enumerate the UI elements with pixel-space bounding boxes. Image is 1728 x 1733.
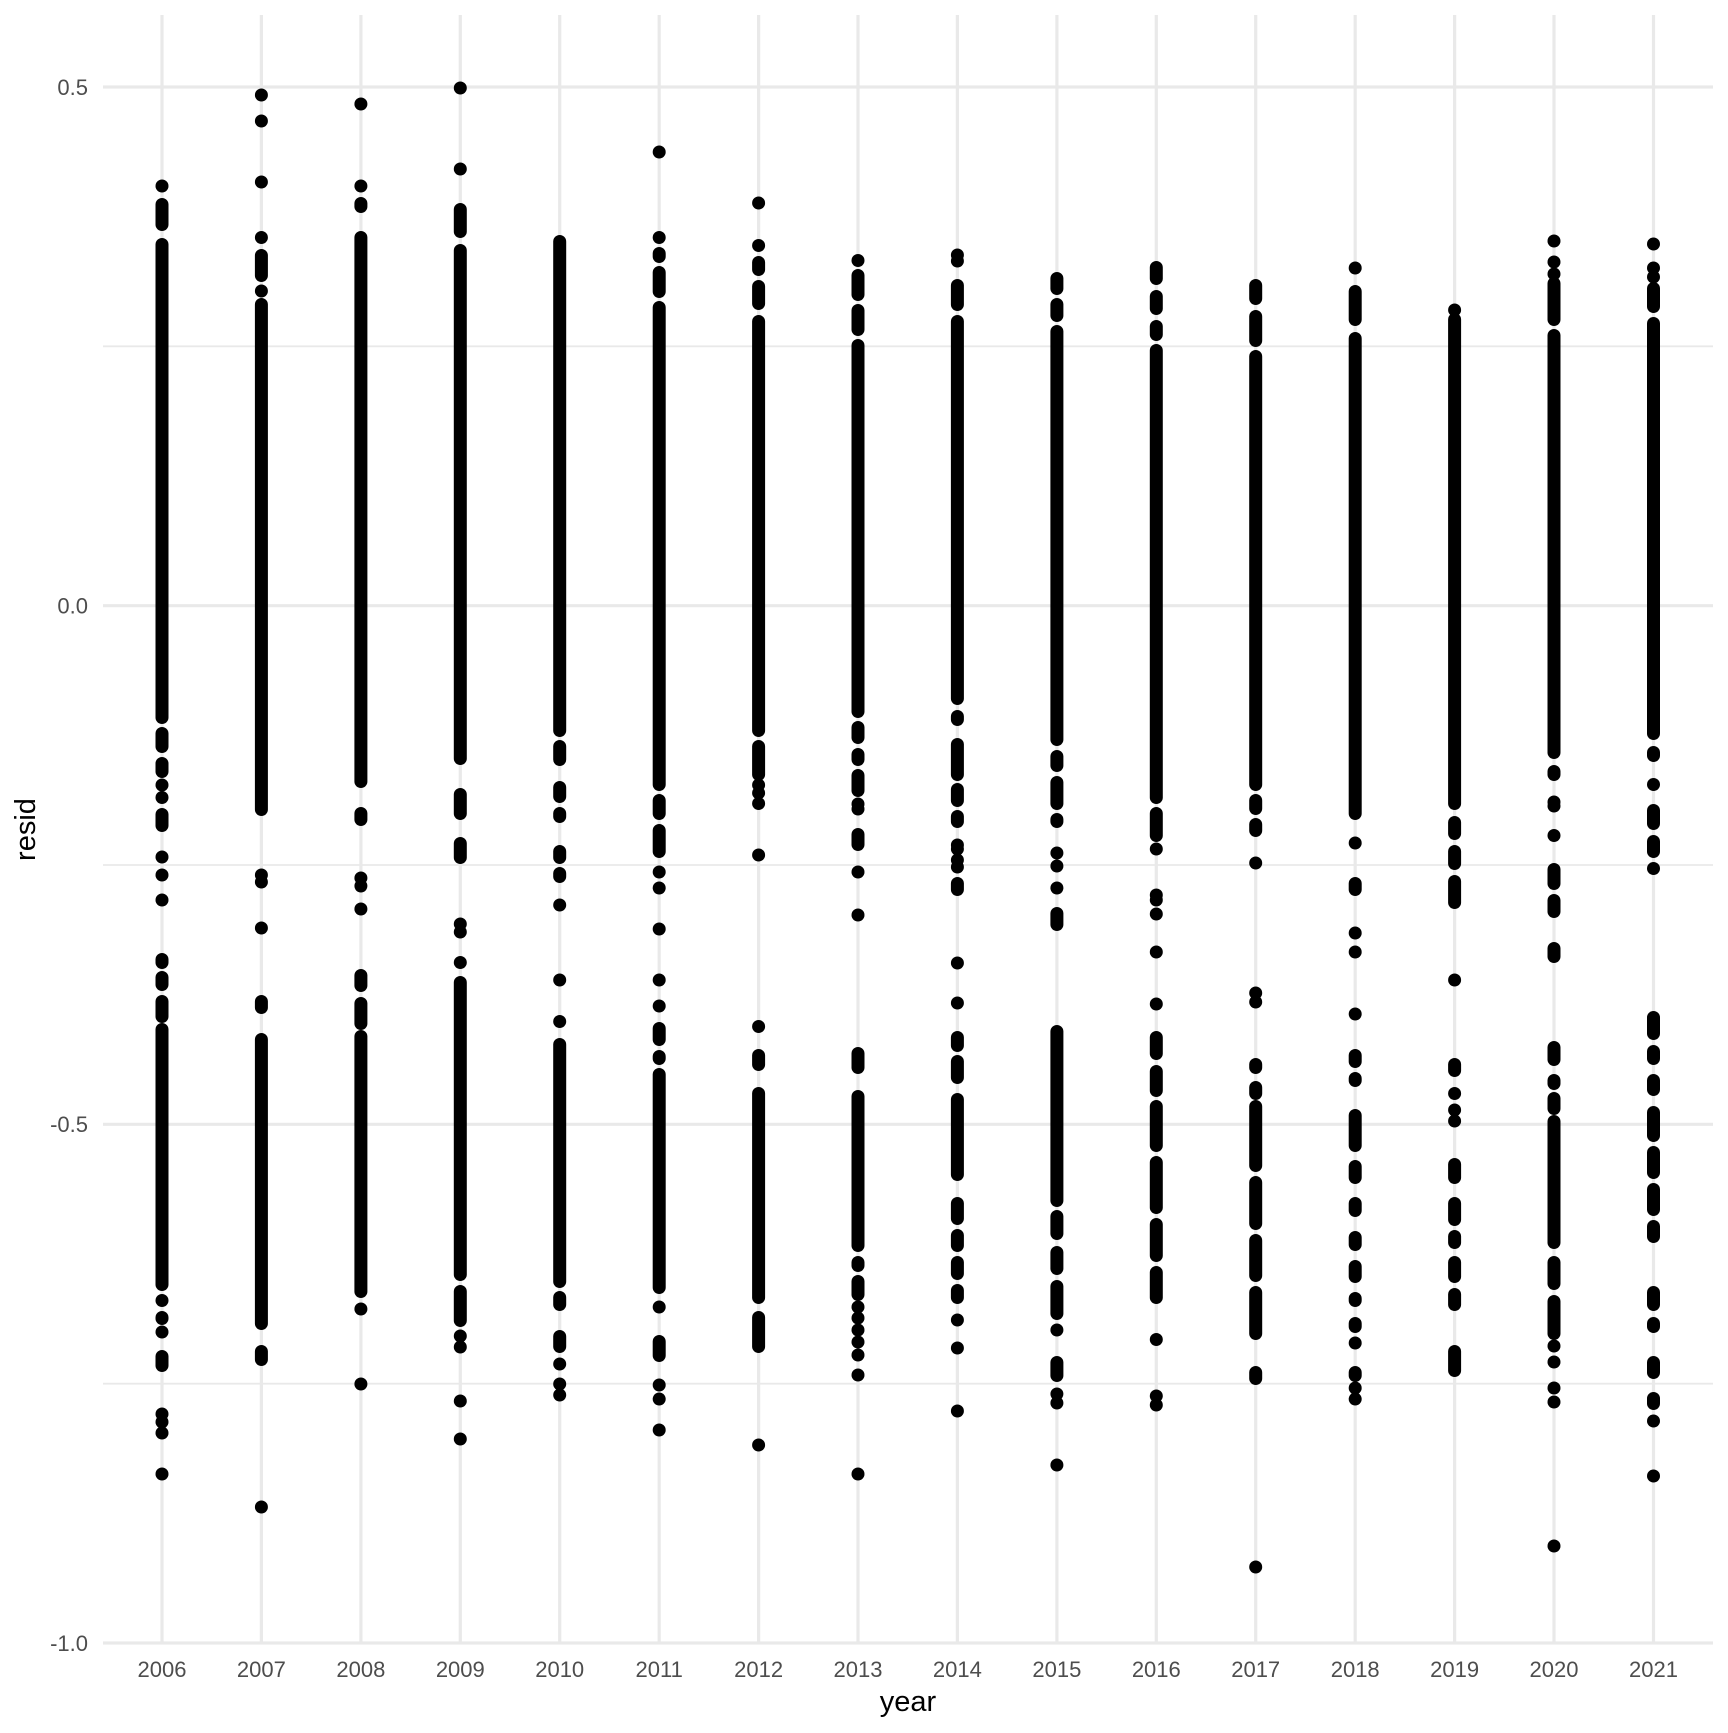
svg-text:-1.0: -1.0 [50, 1631, 88, 1656]
svg-text:2008: 2008 [336, 1657, 385, 1682]
svg-text:2018: 2018 [1331, 1657, 1380, 1682]
svg-text:2016: 2016 [1132, 1657, 1181, 1682]
svg-text:2020: 2020 [1530, 1657, 1579, 1682]
svg-text:-0.5: -0.5 [50, 1112, 88, 1137]
svg-text:resid: resid [10, 798, 42, 861]
svg-text:2019: 2019 [1430, 1657, 1479, 1682]
svg-text:2017: 2017 [1231, 1657, 1280, 1682]
svg-text:2010: 2010 [535, 1657, 584, 1682]
svg-text:2021: 2021 [1629, 1657, 1678, 1682]
svg-text:2006: 2006 [138, 1657, 187, 1682]
svg-text:2007: 2007 [237, 1657, 286, 1682]
svg-text:0.5: 0.5 [57, 75, 88, 100]
svg-text:2014: 2014 [933, 1657, 982, 1682]
svg-text:2013: 2013 [834, 1657, 883, 1682]
svg-text:0.0: 0.0 [57, 594, 88, 619]
svg-text:2009: 2009 [436, 1657, 485, 1682]
svg-text:2015: 2015 [1032, 1657, 1081, 1682]
svg-text:year: year [880, 1686, 937, 1718]
svg-text:2011: 2011 [636, 1657, 683, 1682]
svg-text:2012: 2012 [734, 1657, 783, 1682]
